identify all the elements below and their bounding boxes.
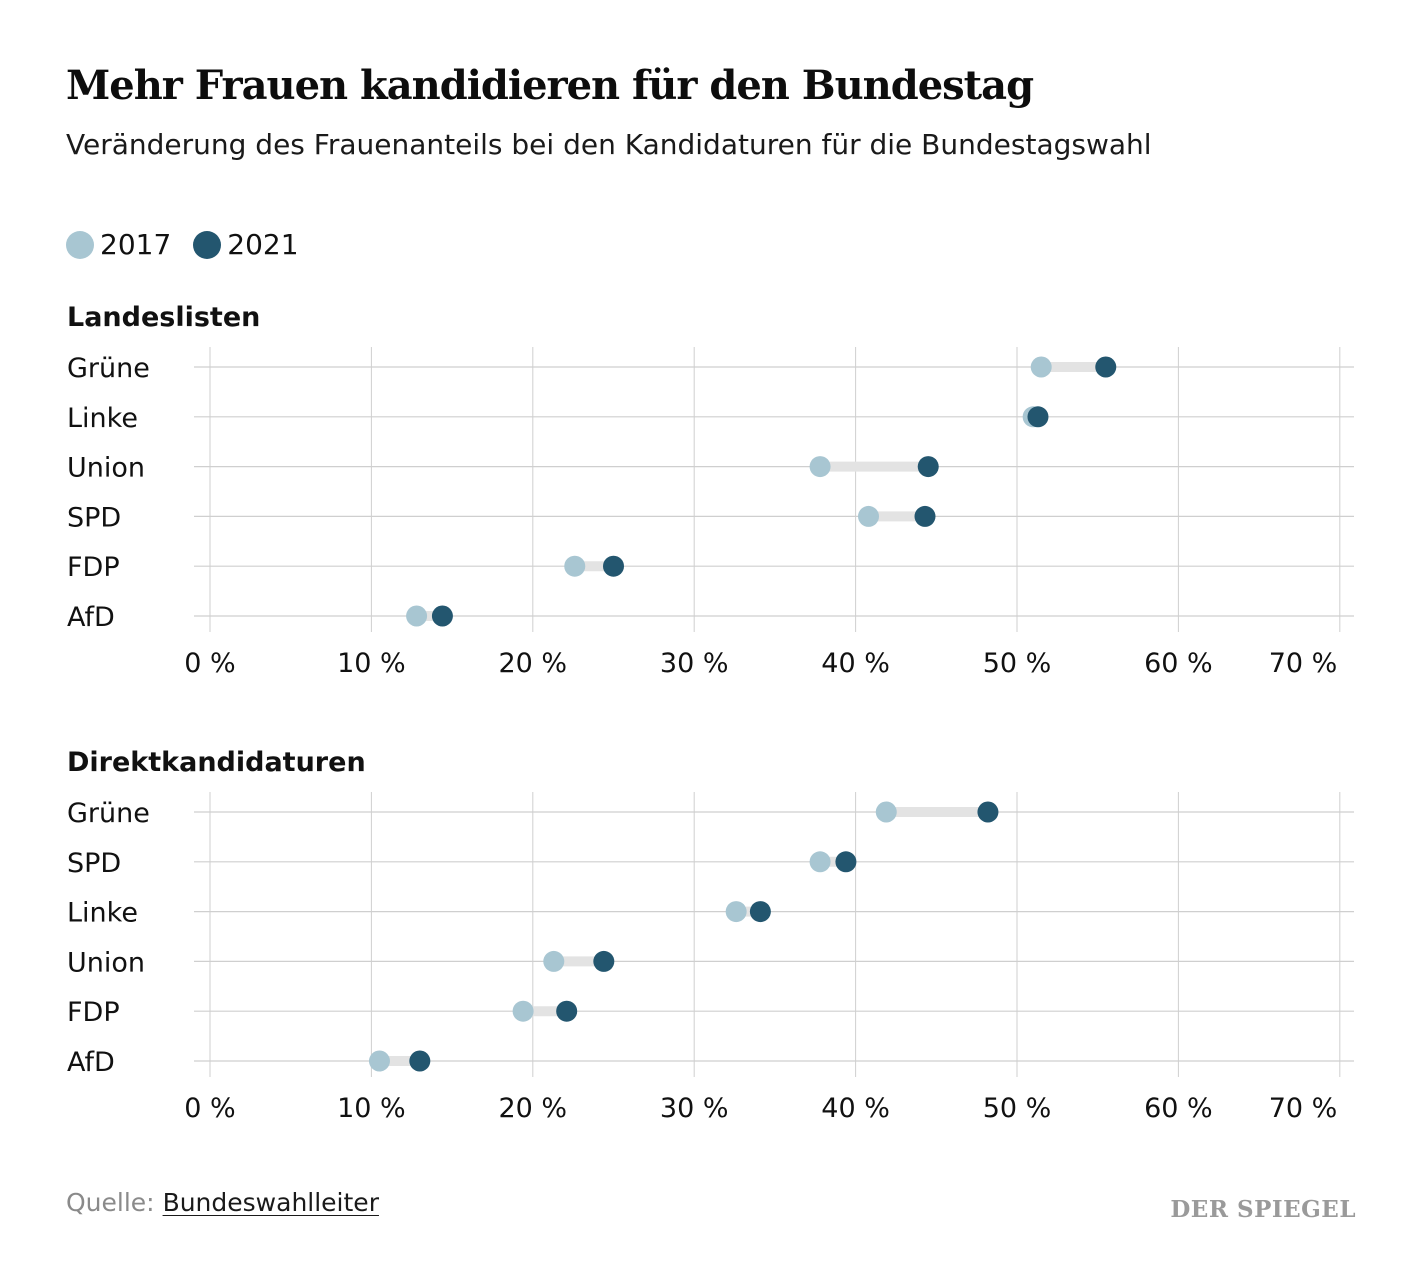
source-prefix: Quelle:: [66, 1188, 155, 1217]
panel1-dot-2021-2: [917, 456, 939, 478]
panel1-category-label-2: Union: [67, 453, 145, 484]
chart-subtitle: Veränderung des Frauenanteils bei den Ka…: [66, 128, 1152, 161]
panel2-dot-2021-1: [835, 851, 857, 873]
panel1-title: Landeslisten: [67, 302, 260, 333]
panel1-dot-2021-1: [1027, 406, 1049, 428]
panel1-category-label-3: SPD: [67, 502, 121, 533]
panel1-x-tick-label-70: 70 %: [1269, 648, 1338, 679]
panel2-dot-2017-2: [725, 901, 747, 923]
panel2-category-label-3: Union: [67, 947, 145, 978]
panel1-dot-2021-4: [603, 555, 624, 577]
panel2-x-tick-label-30: 30 %: [660, 1093, 729, 1124]
panel2-category-label-1: SPD: [67, 848, 121, 879]
panel2-category-label-4: FDP: [67, 997, 120, 1028]
panel2-dot-2017-5: [368, 1050, 390, 1072]
panel2-dot-2017-1: [809, 851, 831, 873]
panel2-dot-2017-3: [543, 950, 565, 972]
brand-logo: DER SPIEGEL: [1170, 1196, 1356, 1223]
panel1-dot-2021-3: [914, 505, 936, 527]
panel2-x-tick-label-50: 50 %: [983, 1093, 1052, 1124]
legend-dot-2017: [66, 230, 94, 259]
panel2-category-label-0: Grüne: [67, 798, 150, 829]
panel1-dot-2017-4: [564, 555, 586, 577]
panel1-dot-2017-3: [858, 505, 880, 527]
source-link[interactable]: Bundeswahlleiter: [162, 1188, 379, 1217]
panel2-x-tick-label-70: 70 %: [1269, 1093, 1338, 1124]
panel2-dot-2021-2: [749, 901, 771, 923]
legend-label-2021: 2021: [227, 228, 299, 261]
legend-item-2017: 2017: [66, 228, 171, 261]
panel1-x-tick-label-40: 40 %: [821, 648, 890, 679]
panel1-dot-2017-5: [406, 605, 428, 627]
panel2-dot-2021-3: [593, 950, 615, 972]
panel1-category-label-0: Grüne: [67, 353, 150, 384]
panel1-x-tick-label-50: 50 %: [983, 648, 1052, 679]
legend-item-2021: 2021: [193, 228, 299, 261]
panel1-dot-2021-5: [431, 605, 453, 627]
panel2-dot-2017-0: [875, 801, 897, 823]
panel1-x-tick-label-20: 20 %: [498, 648, 567, 679]
panel2-x-tick-label-0: 0 %: [184, 1093, 235, 1124]
panel2-category-label-5: AfD: [67, 1047, 115, 1078]
panel2-title: Direktkandidaturen: [67, 747, 366, 778]
panel1-x-tick-label-60: 60 %: [1144, 648, 1213, 679]
panel2-dot-2021-4: [556, 1000, 578, 1022]
panel1-dot-2017-0: [1030, 356, 1052, 378]
panel2-x-tick-label-40: 40 %: [821, 1093, 890, 1124]
chart-title: Mehr Frauen kandidieren für den Bundesta…: [66, 62, 1034, 109]
panel1-category-label-1: Linke: [67, 403, 138, 434]
panel2-x-tick-label-10: 10 %: [337, 1093, 406, 1124]
source-line: Quelle: Bundeswahlleiter: [66, 1188, 379, 1217]
panel1-category-label-5: AfD: [67, 602, 115, 633]
panel1-dot-2021-0: [1095, 356, 1117, 378]
legend-dot-2021: [193, 230, 222, 259]
panel2-x-tick-label-60: 60 %: [1144, 1093, 1213, 1124]
panel1-x-tick-label-0: 0 %: [184, 648, 235, 679]
panel2-dot-2021-0: [977, 801, 999, 823]
panel1-x-tick-label-30: 30 %: [660, 648, 729, 679]
panel1-dot-2017-2: [809, 456, 831, 478]
panel1-x-tick-label-10: 10 %: [337, 648, 406, 679]
panel1-category-label-4: FDP: [67, 552, 120, 583]
panel2-category-label-2: Linke: [67, 898, 138, 929]
legend: 2017 2021: [66, 228, 321, 261]
panel2-dot-2021-5: [409, 1050, 431, 1072]
panel2-x-tick-label-20: 20 %: [498, 1093, 567, 1124]
legend-label-2017: 2017: [100, 228, 172, 261]
panel2-dot-2017-4: [512, 1000, 534, 1022]
